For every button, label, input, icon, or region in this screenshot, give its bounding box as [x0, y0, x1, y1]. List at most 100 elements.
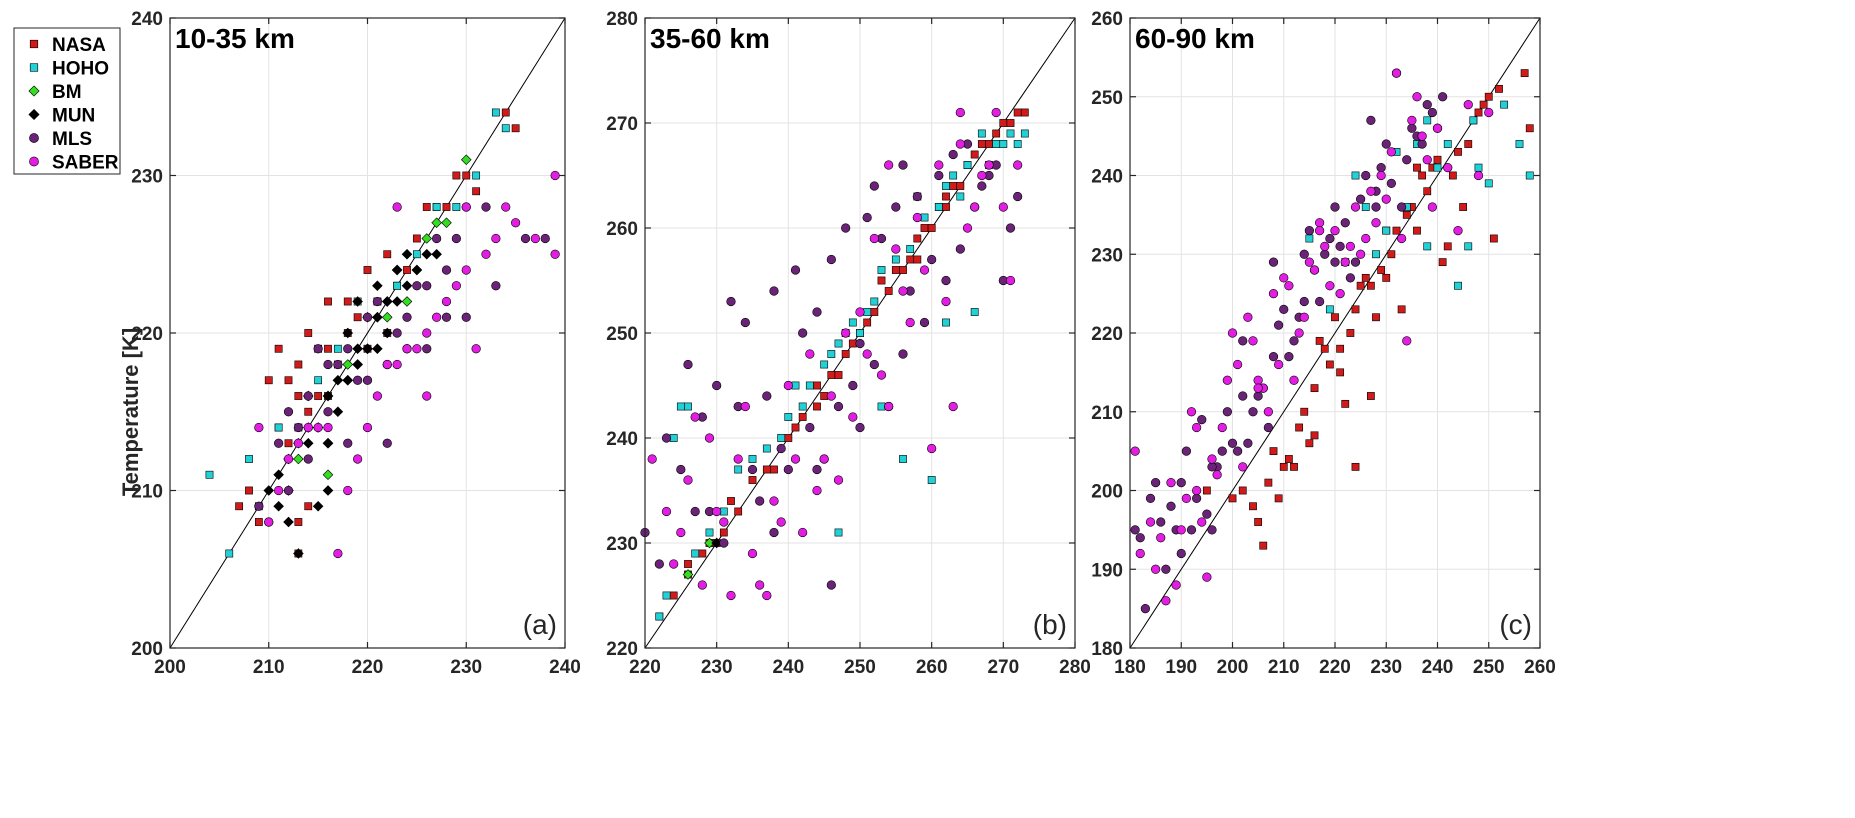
- point-nasa: [999, 119, 1008, 127]
- point-mls: [1427, 107, 1437, 118]
- point-nasa: [1341, 399, 1350, 408]
- point-nasa: [1254, 518, 1263, 526]
- point-mls: [934, 170, 944, 181]
- point-hoho: [748, 455, 757, 463]
- point-hoho: [1500, 100, 1509, 109]
- point-mls: [293, 422, 303, 433]
- point-nasa: [1290, 462, 1298, 471]
- point-nasa: [1402, 210, 1411, 219]
- point-hoho: [949, 171, 958, 180]
- point-saber: [471, 344, 481, 354]
- point-mls: [719, 538, 729, 548]
- point-saber: [661, 506, 672, 517]
- point-nasa: [1366, 392, 1375, 400]
- point-saber: [833, 475, 844, 485]
- point-nasa: [1259, 541, 1268, 550]
- point-nasa: [1238, 486, 1247, 495]
- point-nasa: [1448, 171, 1457, 180]
- y-tick-label: 220: [1091, 324, 1123, 345]
- point-nasa: [442, 203, 451, 211]
- point-mls: [1315, 296, 1325, 307]
- point-saber: [1145, 517, 1156, 527]
- point-saber: [1391, 68, 1402, 78]
- point-mls: [451, 233, 461, 244]
- point-mls: [955, 244, 965, 254]
- x-tick-label: 190: [1165, 657, 1197, 678]
- point-mls: [362, 312, 373, 322]
- point-mls: [747, 464, 758, 475]
- point-hoho: [899, 455, 907, 463]
- point-mls: [1299, 296, 1309, 307]
- y-tick-label: 240: [1091, 167, 1123, 188]
- point-nasa: [1336, 344, 1345, 353]
- point-mun: [381, 327, 393, 339]
- point-hoho: [956, 192, 965, 201]
- point-nasa: [235, 502, 244, 511]
- point-saber: [1402, 336, 1412, 346]
- point-hoho: [314, 376, 323, 385]
- point-saber: [848, 412, 858, 422]
- point-hoho: [1361, 203, 1370, 211]
- point-nasa: [985, 140, 993, 148]
- x-tick-label: 210: [253, 657, 285, 678]
- point-nasa: [294, 392, 303, 400]
- point-bm: [342, 359, 354, 370]
- x-tick-label: 200: [1217, 657, 1249, 678]
- point-nasa: [870, 308, 879, 316]
- point-saber: [1222, 375, 1232, 385]
- point-saber: [392, 359, 402, 370]
- point-mls: [1233, 446, 1243, 456]
- point-mls: [343, 344, 353, 354]
- point-mls: [1422, 100, 1432, 110]
- point-mls: [402, 312, 412, 322]
- point-hoho: [1464, 242, 1473, 251]
- point-saber: [481, 249, 491, 259]
- point-hoho: [963, 161, 972, 169]
- point-saber: [676, 527, 686, 538]
- point-nasa: [1279, 462, 1288, 471]
- point-hoho: [393, 281, 402, 290]
- point-bm: [293, 453, 304, 465]
- point-mls: [1304, 226, 1314, 236]
- point-saber: [762, 590, 772, 601]
- point-nasa: [719, 528, 728, 537]
- point-mls: [812, 464, 822, 475]
- point-nasa: [1284, 455, 1293, 463]
- point-nasa: [684, 560, 692, 568]
- point-saber: [1166, 478, 1176, 488]
- point-mls: [683, 359, 693, 370]
- point-nasa: [970, 150, 979, 159]
- point-saber: [264, 517, 274, 527]
- point-hoho: [1454, 281, 1462, 290]
- point-mls: [898, 349, 908, 359]
- point-saber: [647, 454, 657, 464]
- y-tick-label: 260: [606, 219, 638, 240]
- point-nasa: [1459, 203, 1468, 211]
- point-nasa: [1484, 92, 1493, 101]
- point-saber: [550, 170, 560, 181]
- point-mls: [1376, 163, 1386, 173]
- point-mls: [1340, 218, 1350, 228]
- point-hoho: [669, 434, 678, 442]
- point-nasa: [848, 339, 857, 348]
- point-nasa: [294, 518, 303, 526]
- point-nasa: [813, 402, 821, 411]
- point-saber: [819, 454, 829, 464]
- legend-label: MLS: [52, 129, 92, 150]
- point-hoho: [1382, 226, 1391, 235]
- point-hoho: [412, 250, 421, 259]
- point-nasa: [511, 124, 520, 133]
- point-saber: [805, 349, 815, 359]
- point-saber: [912, 212, 922, 223]
- point-saber: [1304, 257, 1314, 267]
- point-mls: [1397, 202, 1407, 212]
- x-tick-label: 180: [1114, 657, 1146, 678]
- point-hoho: [970, 308, 979, 316]
- point-mls: [855, 422, 865, 433]
- point-mun: [372, 280, 383, 292]
- point-saber: [254, 422, 264, 433]
- legend-item-hoho: HOHO: [29, 59, 109, 80]
- point-mls: [1402, 155, 1412, 165]
- legend-item-nasa: NASA: [29, 35, 106, 56]
- point-nasa: [992, 129, 1001, 138]
